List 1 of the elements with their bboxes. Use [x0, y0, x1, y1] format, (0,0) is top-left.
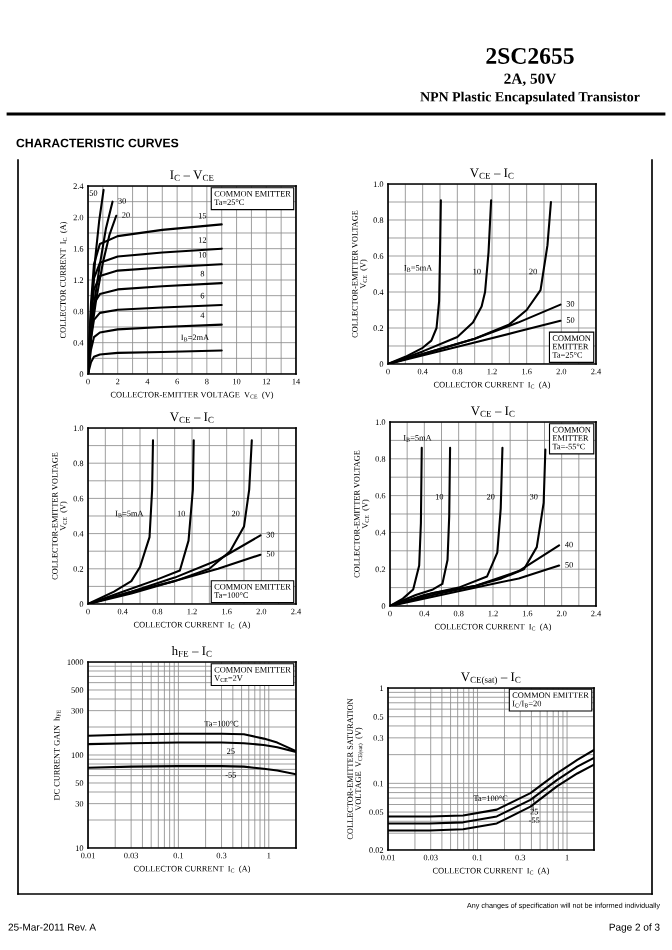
text: 2SC2655	[486, 48, 574, 64]
